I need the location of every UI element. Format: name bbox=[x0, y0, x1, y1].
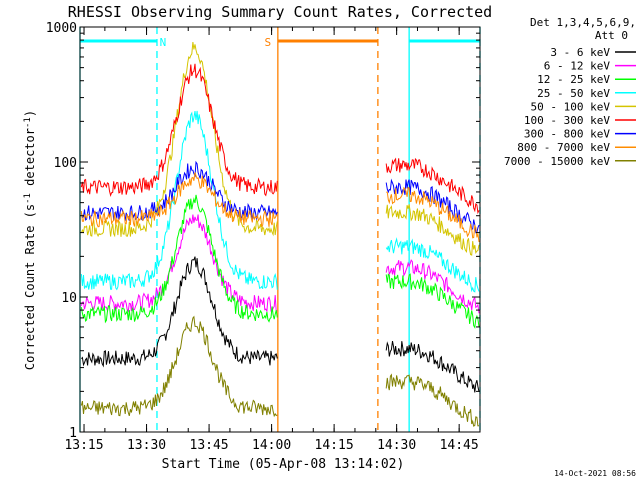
legend-entry-label: 50 - 100 keV bbox=[531, 100, 611, 113]
series-line bbox=[81, 256, 278, 368]
legend-entry-label: 800 - 7000 keV bbox=[517, 141, 610, 154]
series-2 bbox=[80, 214, 480, 314]
y-axis-label: Corrected Count Rate (s-1 detector-1) bbox=[23, 110, 37, 370]
x-tick-label: 14:15 bbox=[315, 438, 354, 453]
legend-header-attenuator: Att 0 bbox=[595, 29, 628, 42]
legend-entry-label: 3 - 6 keV bbox=[550, 46, 610, 59]
legend-entry-label: 12 - 25 keV bbox=[537, 73, 610, 86]
y-tick-label: 100 bbox=[54, 156, 77, 171]
y-tick-label: 1 bbox=[69, 426, 77, 441]
chart-title: RHESSI Observing Summary Count Rates, Co… bbox=[68, 3, 492, 21]
footer-date: 14-Oct-2021 08:56 bbox=[554, 469, 636, 478]
y-tick-label: 1000 bbox=[46, 21, 77, 36]
legend-entry-label: 300 - 800 keV bbox=[524, 128, 610, 141]
legend-entry-label: 25 - 50 keV bbox=[537, 87, 610, 100]
y-tick-label: 10 bbox=[61, 291, 77, 306]
series-line bbox=[80, 214, 278, 313]
series-line bbox=[80, 194, 278, 324]
series-line bbox=[80, 315, 278, 418]
series-6 bbox=[80, 63, 480, 215]
legend-entry-label: 100 - 300 keV bbox=[524, 114, 610, 127]
series-line bbox=[386, 186, 480, 243]
series-line bbox=[385, 178, 480, 234]
series-8 bbox=[80, 172, 480, 243]
series-1 bbox=[81, 256, 480, 393]
legend-entry-label: 6 - 12 keV bbox=[544, 60, 611, 73]
night-interval-label: N bbox=[160, 36, 167, 49]
x-tick-label: 13:15 bbox=[64, 438, 103, 453]
series-line bbox=[385, 237, 480, 293]
series-line bbox=[80, 63, 278, 197]
series-line bbox=[385, 341, 480, 393]
series-7 bbox=[80, 160, 480, 234]
x-tick-label: 14:00 bbox=[252, 438, 291, 453]
x-tick-label: 14:45 bbox=[440, 438, 479, 453]
legend-entry-label: 7000 - 15000 keV bbox=[504, 155, 610, 168]
plot-frame bbox=[79, 26, 481, 433]
series-5 bbox=[80, 42, 480, 256]
axes-layer: 1 10 100 1000 13:15 13:30 13:45 14:00 14:15 14:30… bbox=[46, 21, 481, 453]
legend-header-detectors: Det 1,3,4,5,6,9, bbox=[530, 16, 636, 29]
series-line bbox=[80, 110, 278, 291]
x-tick-label: 13:30 bbox=[127, 438, 166, 453]
series-line bbox=[385, 157, 480, 215]
series-9 bbox=[80, 315, 480, 427]
series-line bbox=[80, 42, 278, 238]
series-line bbox=[385, 204, 480, 256]
x-axis-label: Start Time (05-Apr-08 13:14:02) bbox=[162, 457, 405, 472]
series-3 bbox=[80, 194, 480, 329]
series-line bbox=[80, 172, 278, 228]
series-4 bbox=[80, 110, 480, 293]
series-line bbox=[385, 373, 480, 427]
series-line bbox=[385, 273, 480, 329]
saa-interval-label: S bbox=[265, 36, 272, 49]
x-tick-label: 13:45 bbox=[190, 438, 229, 453]
series-layer bbox=[80, 42, 480, 427]
series-line bbox=[385, 259, 480, 314]
x-tick-label: 14:30 bbox=[377, 438, 416, 453]
